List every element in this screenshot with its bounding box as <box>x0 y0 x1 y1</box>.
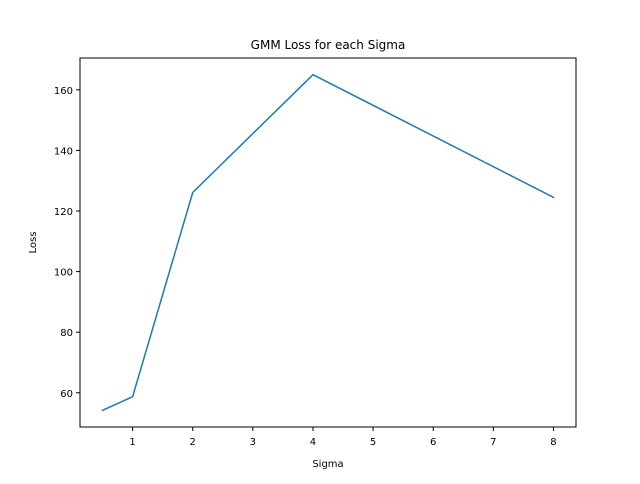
y-tick-label: 160 <box>54 86 73 97</box>
x-tick-label: 4 <box>310 437 316 448</box>
plot-frame <box>79 57 577 428</box>
x-tick-label: 2 <box>190 437 196 448</box>
x-tick-label: 3 <box>250 437 256 448</box>
y-axis-label: Loss <box>28 232 39 254</box>
x-tick-label: 1 <box>129 437 135 448</box>
series-layer <box>101 73 555 412</box>
x-axis-ticks: 1 2 3 4 5 6 7 8 <box>129 427 557 448</box>
plot-area-background <box>80 58 576 427</box>
x-tick-label: 7 <box>490 437 496 448</box>
y-tick-label: 80 <box>60 328 73 339</box>
series-line <box>101 73 555 412</box>
x-axis-label: Sigma <box>312 459 343 470</box>
y-tick-label: 60 <box>60 389 73 400</box>
y-tick-label: 120 <box>54 207 73 218</box>
y-tick-label: 140 <box>54 146 73 157</box>
x-tick-label: 6 <box>430 437 436 448</box>
chart-title: GMM Loss for each Sigma <box>251 38 406 52</box>
y-tick-label: 100 <box>54 268 73 279</box>
x-tick-label: 5 <box>370 437 376 448</box>
x-tick-label: 8 <box>550 437 556 448</box>
y-axis-ticks: 60 80 100 120 140 160 <box>54 86 80 400</box>
